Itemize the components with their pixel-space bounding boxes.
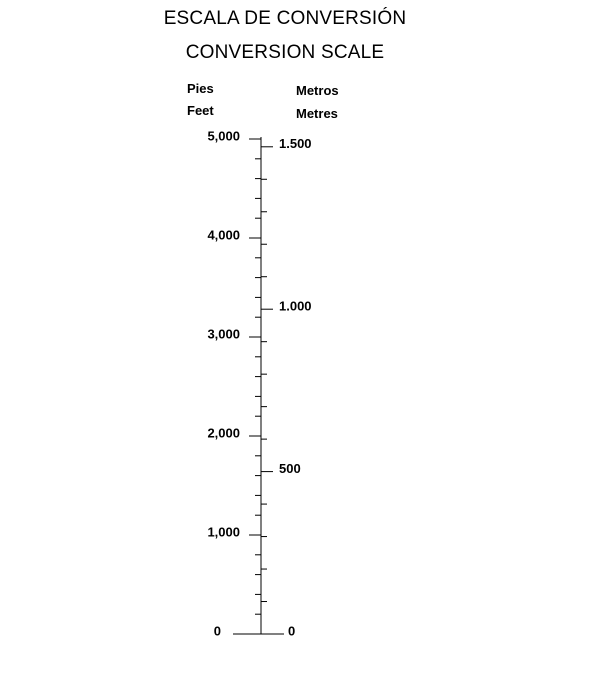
- feet-tick-label: 4,000: [207, 227, 240, 242]
- metres-tick-label: 0: [288, 623, 295, 638]
- title-english: CONVERSION SCALE: [185, 42, 385, 63]
- feet-label-english: Feet: [187, 103, 214, 118]
- metres-tick-label: 1.500: [279, 136, 312, 151]
- title-spanish: ESCALA DE CONVERSIÓN: [163, 8, 407, 29]
- metres-tick-label: 500: [279, 461, 301, 476]
- metres-tick-label: 1.000: [279, 299, 312, 314]
- feet-tick-label: 1,000: [207, 524, 240, 539]
- feet-tick-label: 5,000: [207, 128, 240, 143]
- metres-label-english: Metres: [296, 106, 338, 121]
- feet-label-spanish: Pies: [187, 81, 214, 96]
- metres-label-spanish: Metros: [296, 83, 339, 98]
- feet-tick-label: 0: [214, 623, 221, 638]
- feet-tick-label: 3,000: [207, 326, 240, 341]
- feet-tick-label: 2,000: [207, 425, 240, 440]
